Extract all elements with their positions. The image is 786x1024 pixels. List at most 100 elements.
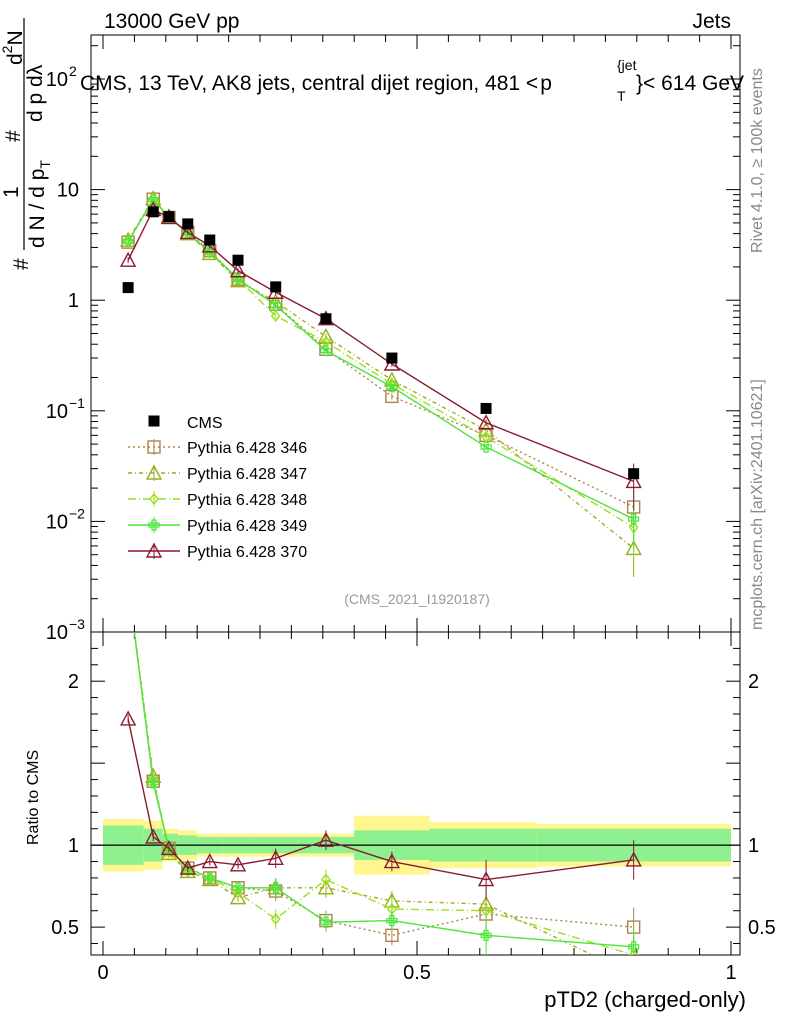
plot-title: CMS, 13 TeV, AK8 jets, central dijet reg… [80,57,744,104]
ratio-point-h [320,919,332,925]
y-tick-label: 10 [46,511,68,533]
series-point-h [480,444,492,450]
series-point [229,262,247,278]
ratio-point-h [480,932,492,938]
ratio-y-tick-label-right: 2 [748,671,759,693]
y-label-denominator: d N / d pT [26,160,53,248]
legend: CMS Pythia 6.428 346 Pythia 6.428 347 Pythi… [128,415,307,561]
ratio-point-h [123,581,133,585]
x-tick-label: 1 [725,962,736,984]
data-point [182,218,194,230]
ratio-panel-frame [90,631,741,956]
series-point [270,309,281,323]
ratio-point-v [235,882,241,894]
y-label-d2N: d2N [0,30,27,65]
ratio-point [386,914,398,927]
data-point [122,282,134,294]
plot-title-sup: {jet [617,57,637,73]
y-axis-label: # 1 d N / d pT # d2N d p dλ [0,18,53,270]
y-tick-exponent: 2 [69,63,77,79]
series-point [480,441,492,453]
ratio-point-h [270,885,282,891]
ratio-point [229,889,247,905]
ratio-point [123,578,133,588]
plot-title-sub: T [617,88,626,104]
ratio-point [317,831,335,847]
series-point-h [628,516,640,522]
data-point [628,468,640,480]
ratio-point-v [126,578,130,588]
ratio-point-v [483,929,489,941]
series-point [385,389,399,404]
y-tick-exponent: −3 [69,616,85,632]
side-mcplots-label: mcplots.cern.ch [arXiv:2401.10621] [749,379,766,630]
ratio-point [320,916,332,928]
data-point [204,234,216,246]
ratio-point-v [323,916,329,928]
series-point-v [235,273,241,285]
legend-label: Pythia 6.428 348 [187,492,307,509]
ratio-point [321,873,331,886]
y-tick-label: 10 [57,180,79,202]
ratio-point [124,578,132,588]
legend-label: Pythia 6.428 347 [187,466,307,483]
legend-marker [147,440,161,454]
ratio-point [383,853,401,869]
ratio-panel-series [119,577,642,981]
ratio-point [233,886,243,899]
ratio-y-axis-label: Ratio to CMS [25,750,42,845]
legend-marker-h [148,522,160,528]
legend-marker [149,492,159,506]
ratio-point [270,882,282,894]
data-point [163,211,175,223]
series-point [179,223,196,240]
series-point [477,414,495,430]
header-category: Jets [692,10,731,33]
ratio-point [270,912,281,926]
ratio-y-tick-label: 0.5 [51,917,79,939]
data-point [232,254,244,266]
y-tick-label: 10 [46,69,68,91]
series-point-v [389,381,395,393]
y-tick-exponent: −1 [69,395,85,411]
x-axis-label: pTD2 (charged-only) [544,987,746,1012]
ratio-point [145,828,162,844]
ratio-point [122,577,134,589]
legend-marker [145,542,163,558]
y-label-hash-2: # [2,130,25,142]
series-point-h [122,238,134,245]
ratio-point [317,879,335,895]
legend-marker [145,464,163,480]
series-point [270,299,282,311]
ratio-y-tick-label-right: 0.5 [748,917,776,939]
y-tick-label: 10 [46,401,68,423]
ratio-point [627,968,641,981]
series-point [386,381,398,393]
plot-title-tail: }< 614 GeV [636,72,744,95]
ratio-point-h [386,917,398,924]
ratio-y-tick-label-right: 1 [748,835,759,857]
y-tick-label: 10 [46,622,68,644]
ratio-point [204,872,216,884]
series-point-h [270,302,282,308]
ratio-point [625,851,642,867]
data-point [320,313,332,325]
series-point-v [631,513,637,525]
ratio-point [201,853,218,869]
ratio-point-h [147,780,159,786]
ratio-point-h [204,875,216,881]
series-point [122,235,134,248]
ratio-point [232,882,244,894]
series-point [321,335,331,348]
main-panel-series [119,190,642,578]
legend-marker-v [151,519,157,531]
ratio-point-v [631,941,637,953]
y-label-one: 1 [0,186,23,198]
ratio-point [477,871,495,887]
data-point [480,402,492,414]
series-point-v [273,299,279,311]
side-rivet-label: Rivet 4.1.0, ≥ 100k events [749,68,766,253]
y-label-dpTdl: d p dλ [24,64,47,122]
